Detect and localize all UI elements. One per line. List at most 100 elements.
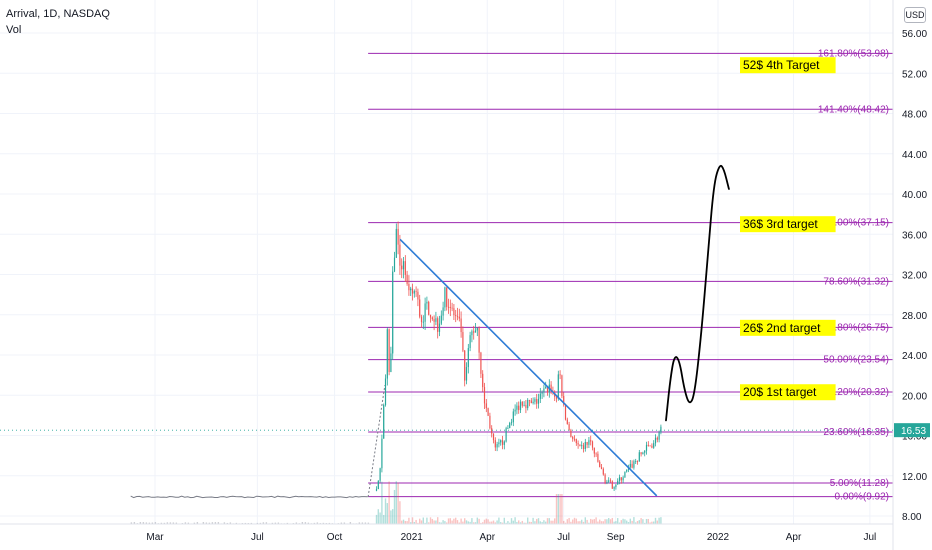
volume-bar — [572, 519, 574, 524]
volume-bar — [469, 521, 471, 524]
candle-body — [573, 438, 576, 440]
last-price-tag — [894, 423, 930, 438]
volume-bar — [487, 519, 489, 524]
volume-bar — [658, 517, 660, 524]
volume-bar — [645, 518, 648, 524]
y-tick-label: 52.00 — [902, 69, 927, 80]
volume-bar — [286, 522, 289, 524]
candle-body — [591, 441, 594, 448]
volume-bar — [613, 521, 615, 524]
candle-body — [386, 329, 388, 379]
volume-bar — [620, 520, 623, 524]
candle-body — [644, 450, 646, 453]
volume-bar — [437, 517, 439, 524]
volume-label[interactable]: Vol — [6, 24, 22, 36]
volume-bar — [577, 521, 579, 524]
last-price-label: 16.53 — [901, 426, 926, 437]
volume-bar — [534, 521, 536, 524]
candle-body — [437, 318, 439, 332]
candle-body — [593, 447, 595, 454]
volume-bar — [217, 522, 220, 524]
trendline — [399, 238, 658, 497]
volume-bar — [259, 522, 262, 524]
candle-body — [444, 287, 446, 308]
candle-body — [422, 321, 424, 323]
candle-body — [402, 261, 405, 270]
volume-bar — [462, 521, 464, 524]
candle-body — [420, 316, 423, 323]
candle-body — [618, 477, 621, 481]
candle-body — [399, 244, 401, 266]
fib-level-label: 161.80%(53.98) — [818, 48, 889, 59]
candle-body — [584, 442, 586, 449]
target-text: 26$ 2nd target — [743, 321, 821, 335]
volume-bar — [476, 517, 479, 524]
candle-body — [464, 350, 466, 381]
candle-body — [602, 468, 604, 475]
fib-retracement[interactable]: 161.80%(53.98) 141.40%(48.42) 100.00%(37.1… — [368, 48, 893, 503]
candle-body — [453, 308, 455, 316]
candle-body — [471, 331, 473, 336]
volume-bar — [550, 520, 552, 524]
volume-bar — [563, 520, 565, 524]
candle-body — [629, 463, 631, 468]
candle-body — [381, 438, 383, 469]
volume-bar — [349, 522, 352, 524]
volume-bar — [446, 522, 448, 524]
candle-body — [654, 437, 657, 444]
volume-bar — [438, 522, 441, 524]
volume-bar — [530, 521, 533, 524]
candle-body — [455, 315, 457, 317]
x-tick-label: Oct — [327, 532, 343, 543]
volume-bar — [606, 519, 608, 524]
candles — [130, 221, 662, 499]
volume-bar — [160, 522, 163, 524]
candle-body — [588, 440, 590, 445]
volume-bar — [608, 518, 610, 524]
volume-bar — [130, 522, 133, 524]
candle-body — [647, 444, 649, 446]
volume-bar — [458, 522, 461, 524]
volume-bar — [615, 521, 617, 524]
volume-bar — [482, 522, 484, 524]
target-highlight — [740, 216, 836, 233]
volume-bar — [401, 520, 403, 524]
drawings[interactable]: 52$ 4th Target 36$ 3rd target 26$ 2nd targ… — [399, 57, 836, 497]
volume-bar — [265, 522, 268, 524]
volume-bar — [429, 517, 432, 524]
volume-bar — [433, 520, 435, 524]
candle-body — [377, 480, 379, 489]
y-tick-label: 44.00 — [902, 150, 927, 161]
candle-body — [615, 484, 617, 488]
volume-bar — [413, 522, 416, 524]
candle-body — [474, 330, 477, 333]
volume-bar — [420, 520, 423, 524]
volume-bar — [564, 522, 567, 524]
volume-bar — [133, 522, 136, 524]
volume-bar — [464, 518, 466, 524]
x-tick-label: Jul — [557, 532, 570, 543]
volume-bar — [444, 521, 446, 524]
volume-bar — [584, 517, 587, 524]
volume-bars — [130, 481, 662, 524]
volume-bar — [388, 481, 390, 524]
target-label: 52$ 4th Target — [740, 57, 836, 74]
volume-bar — [532, 517, 534, 524]
volume-bar — [426, 517, 428, 524]
candle-body — [476, 327, 478, 331]
volume-bar — [600, 521, 603, 524]
volume-bar — [523, 522, 525, 524]
volume-bar — [483, 519, 486, 524]
y-tick-label: 8.00 — [902, 512, 922, 523]
candle-body — [379, 468, 381, 481]
currency-button[interactable]: USD — [904, 7, 926, 23]
candle-body — [446, 287, 448, 307]
symbol-title[interactable]: Arrival, 1D, NASDAQ — [6, 8, 110, 20]
volume-bar — [404, 520, 407, 524]
candle-body — [424, 303, 426, 322]
target-text: 20$ 1st target — [743, 385, 817, 399]
candle-body — [590, 440, 592, 442]
volume-bar — [545, 521, 547, 524]
